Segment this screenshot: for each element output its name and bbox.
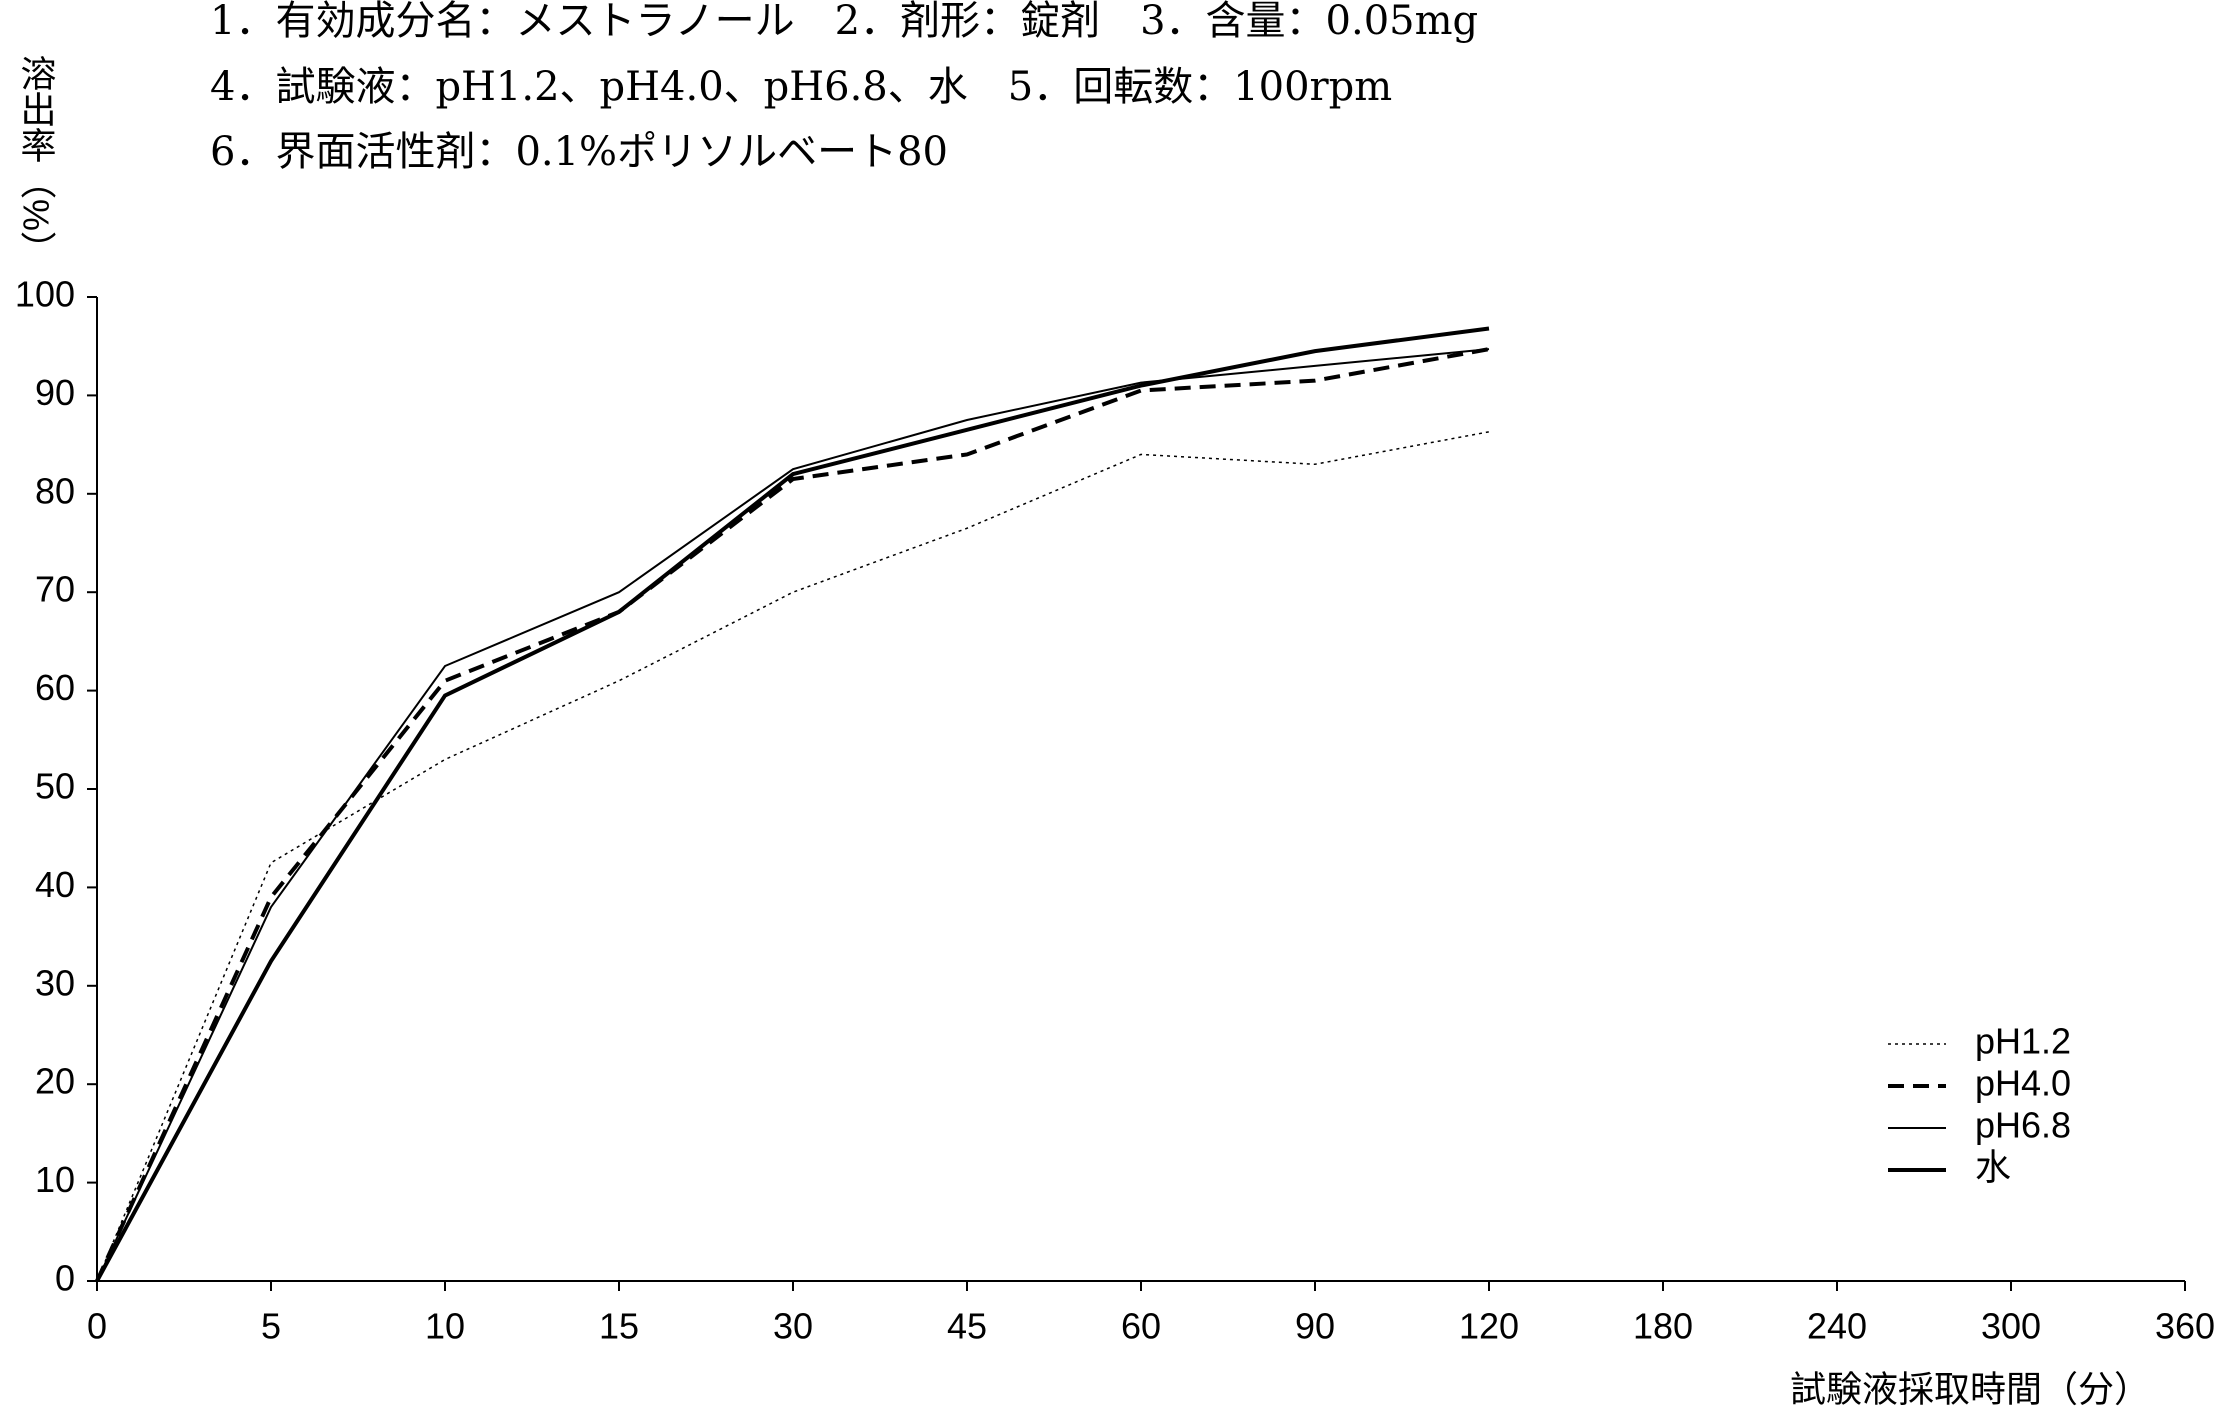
y-tick-label: 0 [55,1258,75,1299]
y-tick-label: 90 [35,372,75,413]
note: 4．試験液：pH1.2、pH4.0、pH6.8、水 5．回転数：100rpm [210,64,1392,110]
legend-label: pH4.0 [1975,1063,2071,1104]
x-tick-label: 30 [773,1306,813,1347]
series-line [96,348,1490,1282]
y-tick-label: 50 [35,766,75,807]
y-tick-label: 70 [35,569,75,610]
x-tick-label: 180 [1633,1306,1693,1347]
note: 1．有効成分名：メストラノール 2．剤形：錠剤 3．含量：0.05mg [210,0,1478,44]
x-tick-label: 5 [261,1306,281,1347]
legend-label: 水 [1975,1147,2011,1188]
series-line [95,326,1490,1282]
series-line [96,431,1490,1282]
y-tick-label: 10 [35,1159,75,1200]
x-tick-label: 0 [87,1306,107,1347]
x-tick-label: 45 [947,1306,987,1347]
note: 6．界面活性剤：0.1%ポリソルベート80 [210,129,948,175]
y-tick-label: 20 [35,1061,75,1102]
series-line [95,347,1490,1282]
x-tick-label: 15 [599,1306,639,1347]
y-tick-label: 80 [35,470,75,511]
y-axis-label: 溶出率（%） [16,55,57,267]
x-axis-label: 試験液採取時間（分） [1790,1369,2150,1410]
legend-label: pH1.2 [1975,1021,2071,1062]
y-tick-label: 30 [35,962,75,1003]
x-tick-label: 240 [1807,1306,1867,1347]
legend-label: pH6.8 [1975,1105,2071,1146]
y-tick-label: 60 [35,667,75,708]
x-tick-label: 360 [2155,1306,2215,1347]
y-tick-label: 40 [35,864,75,905]
x-tick-label: 300 [1981,1306,2041,1347]
x-tick-label: 90 [1295,1306,1335,1347]
x-tick-label: 10 [425,1306,465,1347]
x-tick-label: 120 [1459,1306,1519,1347]
y-tick-label: 100 [15,274,75,315]
x-tick-label: 60 [1121,1306,1161,1347]
